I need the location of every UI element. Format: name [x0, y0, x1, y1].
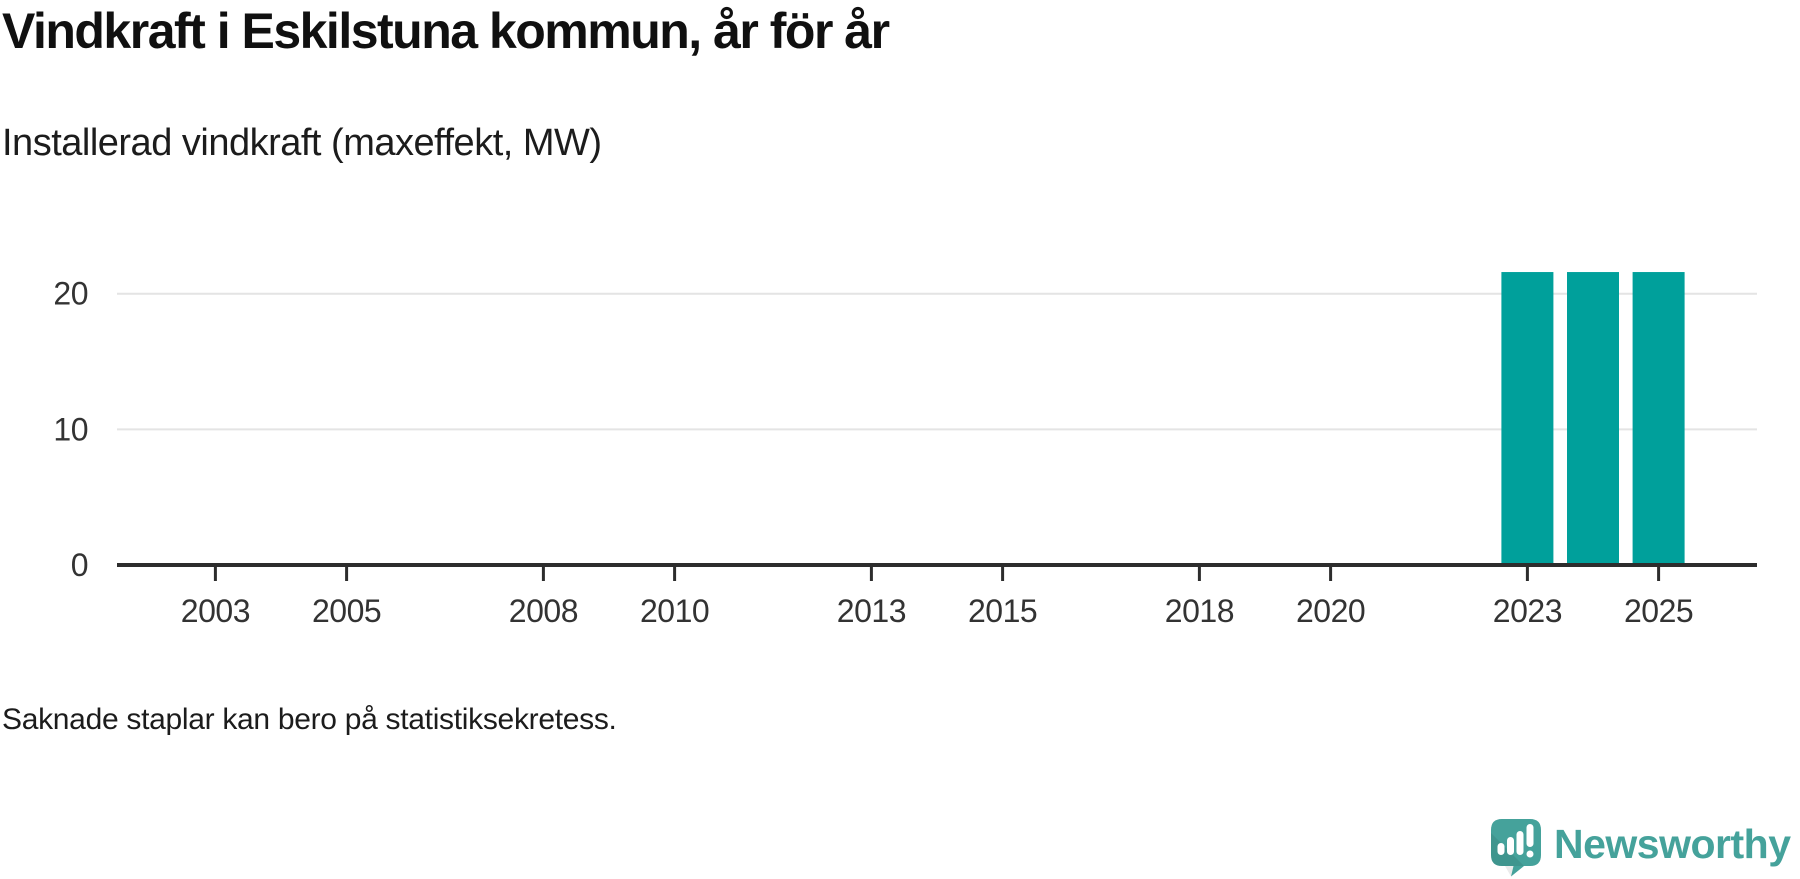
bar: [1501, 272, 1554, 565]
x-axis-tick-label: 2018: [1165, 593, 1234, 629]
chart-title: Vindkraft i Eskilstuna kommun, år för år: [2, 3, 890, 59]
bar: [1632, 272, 1685, 565]
bar: [1567, 272, 1619, 565]
x-axis-tick-label: 2008: [509, 593, 578, 629]
x-axis-tick-label: 2005: [312, 593, 381, 629]
x-axis-tick-label: 2023: [1493, 593, 1562, 629]
y-axis-tick-label: 20: [53, 276, 88, 312]
newsworthy-logo-icon: [1491, 819, 1541, 877]
x-axis-tick-label: 2020: [1296, 593, 1365, 629]
x-axis-tick-label: 2013: [837, 593, 906, 629]
newsworthy-logo-text: Newsworthy: [1554, 820, 1791, 867]
newsworthy-logo: Newsworthy: [1491, 819, 1791, 877]
y-axis-tick-label: 10: [53, 411, 88, 447]
x-axis-tick-label: 2015: [968, 593, 1037, 629]
x-axis-tick-label: 2010: [640, 593, 709, 629]
x-axis-tick-label: 2003: [181, 593, 250, 629]
logo-bar-medium: [1507, 837, 1514, 855]
footnote: Saknade staplar kan bero på statistiksek…: [2, 703, 617, 736]
logo-bar-small: [1497, 843, 1505, 855]
y-axis-tick-label: 0: [71, 547, 88, 583]
logo-exclamation-stem: [1526, 824, 1534, 847]
logo-exclamation-dot: [1526, 850, 1534, 858]
chart-subtitle: Installerad vindkraft (maxeffekt, MW): [2, 122, 602, 164]
x-axis-tick-label: 2025: [1624, 593, 1693, 629]
logo-bar-large: [1516, 831, 1524, 855]
